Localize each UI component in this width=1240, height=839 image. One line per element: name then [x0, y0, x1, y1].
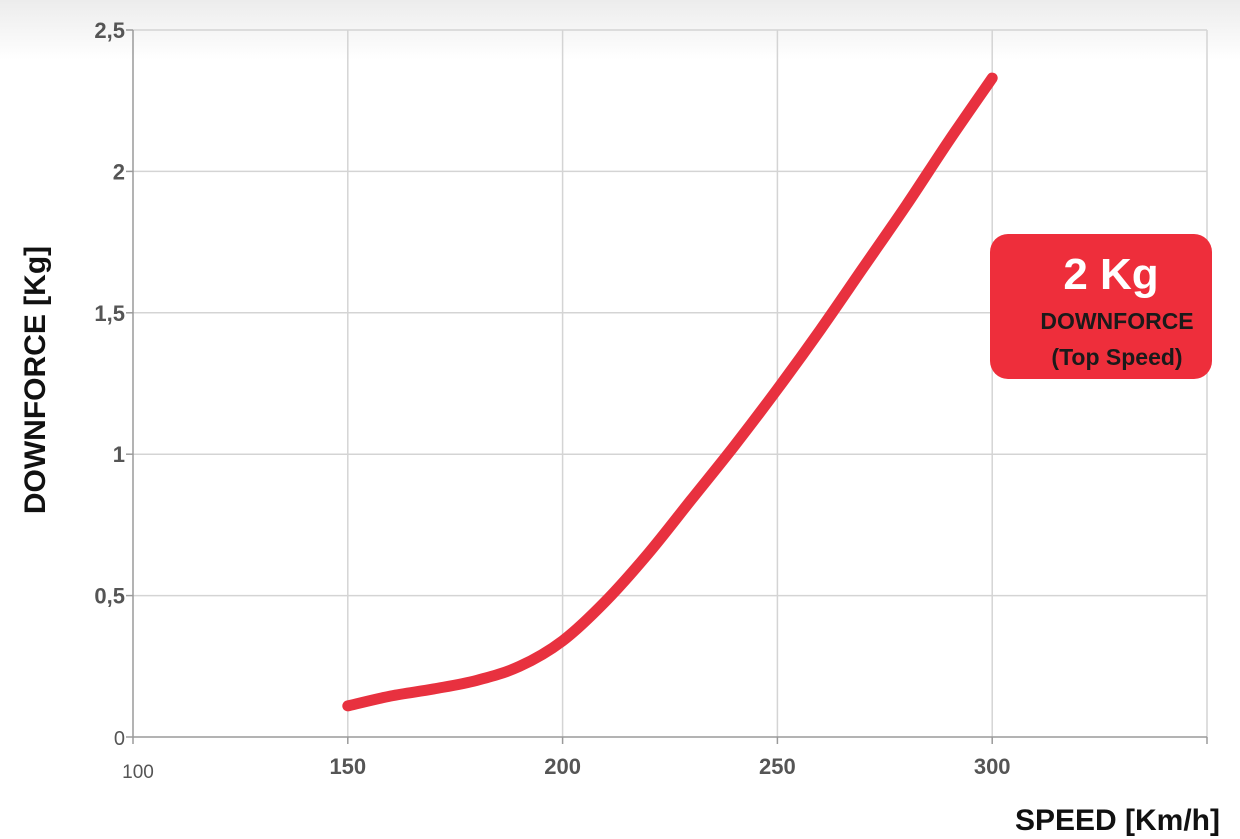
x-tick-label: 250: [759, 754, 796, 779]
tick-labels: 0 0,5 1 1,5 2 2,5 100 150 200 250 300: [94, 18, 1010, 783]
y-tick-label: 1: [113, 442, 125, 467]
callout-line1: DOWNFORCE: [1040, 308, 1193, 334]
x-tick-label: 300: [974, 754, 1011, 779]
callout-line2: (Top Speed): [1051, 344, 1182, 370]
x-axis-title: SPEED [Km/h]: [1015, 804, 1220, 837]
series-line: [342, 72, 998, 712]
y-tick-label: 2: [113, 159, 125, 184]
y-axis-title: DOWNFORCE [Kg]: [19, 246, 52, 514]
downforce-callout: 2 Kg DOWNFORCE (Top Speed): [990, 234, 1212, 379]
x-tick-label: 150: [329, 754, 366, 779]
axes: [126, 29, 1208, 744]
series: [342, 72, 998, 712]
y-tick-label: 1,5: [94, 301, 125, 326]
callout-box: [990, 234, 1212, 379]
y-tick-label: 2,5: [94, 18, 125, 43]
y-tick-label: 0: [114, 728, 125, 750]
y-tick-label: 0,5: [94, 584, 125, 609]
x-tick-label: 200: [544, 754, 581, 779]
callout-value: 2 Kg: [1063, 250, 1158, 299]
x-tick-label: 100: [122, 762, 154, 783]
grid: [133, 29, 1208, 737]
